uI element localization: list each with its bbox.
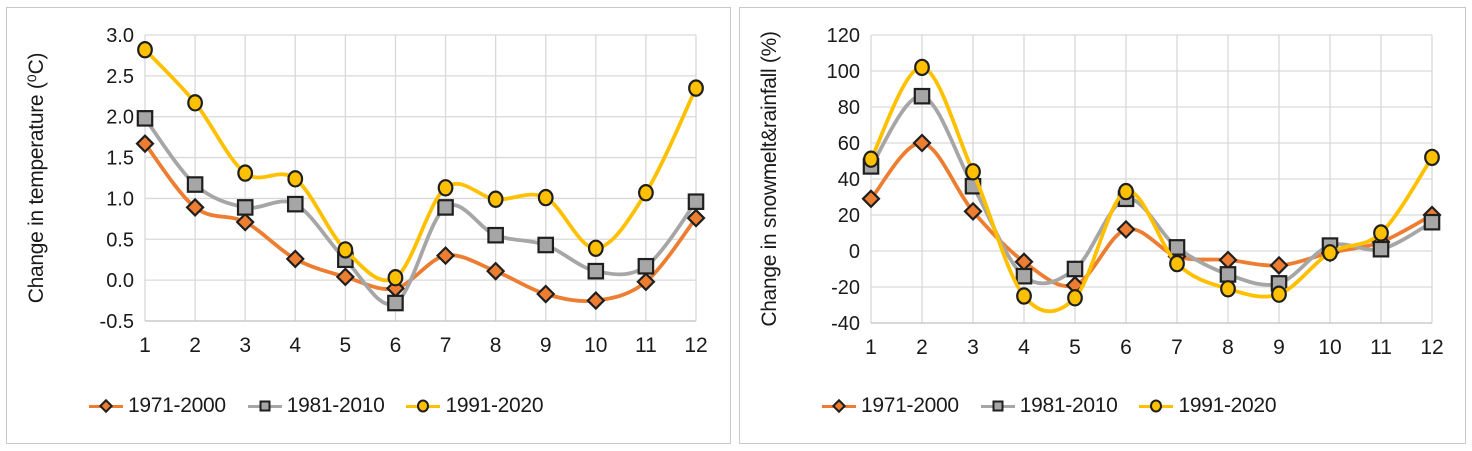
svg-text:11: 11 [1370, 336, 1392, 359]
diamond-legend-icon [822, 397, 856, 415]
svg-text:9: 9 [1273, 336, 1285, 359]
svg-text:4: 4 [1018, 336, 1030, 359]
svg-text:3: 3 [239, 334, 251, 357]
gridlines [144, 34, 697, 322]
svg-text:60: 60 [838, 133, 860, 155]
legend-item-label: 1991-2020 [1178, 394, 1277, 417]
square-legend-icon [980, 397, 1015, 415]
legend-item-1991-2020: 1991-2020 [1139, 394, 1277, 418]
svg-text:7: 7 [1171, 336, 1183, 359]
svg-text:9: 9 [540, 334, 552, 357]
svg-text:1.0: 1.0 [106, 188, 134, 210]
svg-text:7: 7 [440, 334, 452, 357]
series-markers-1991-2020 [137, 41, 704, 287]
svg-text:40: 40 [838, 169, 860, 191]
svg-text:3.0: 3.0 [106, 25, 134, 47]
legend-snowmelt: 1971-2000 1981-2010 1991-2020 [822, 394, 1322, 418]
svg-text:2.5: 2.5 [106, 66, 134, 88]
svg-text:0.0: 0.0 [106, 270, 134, 292]
svg-text:6: 6 [390, 334, 402, 357]
svg-text:100: 100 [827, 61, 860, 83]
series-markers-1981-2010 [136, 110, 705, 312]
series-markers-1991-2020 [863, 58, 1440, 307]
temperature-chart-panel: Change in temperature (⁰C) 3.0 2.5 2.0 1.5 1… [6, 7, 731, 444]
temperature-chart: 3.02.52.01.51.00.50.0-0.51 2 3 4 5 6 7 8 9 10 11 12 [100, 25, 708, 357]
legend-item-1981-2010: 1981-2010 [247, 394, 385, 418]
circle-legend-icon [1139, 397, 1174, 415]
svg-text:8: 8 [1222, 336, 1234, 359]
square-legend-icon [247, 397, 282, 415]
svg-text:-0.5: -0.5 [100, 311, 134, 333]
legend-item-1981-2010: 1981-2010 [980, 394, 1118, 418]
legend-item-1971-2000: 1971-2000 [822, 394, 959, 418]
legend-item-label: 1981-2010 [286, 394, 385, 417]
legend-item-label: 1991-2020 [445, 394, 544, 417]
legend-item-label: 1971-2000 [128, 394, 226, 417]
svg-text:-20: -20 [831, 277, 860, 299]
series-line-1981-2010 [143, 116, 698, 307]
svg-text:1: 1 [865, 336, 877, 359]
y-tick-labels: 3.0 2.5 2.0 1.5 1.0 0.5 0.0 -0.5 [100, 25, 134, 333]
svg-text:4: 4 [289, 334, 301, 357]
svg-text:10: 10 [584, 334, 607, 357]
svg-text:8: 8 [490, 334, 502, 357]
diamond-legend-icon [89, 397, 123, 415]
legend-item-1971-2000: 1971-2000 [89, 394, 226, 418]
svg-text:12: 12 [1420, 336, 1443, 359]
svg-text:5: 5 [1069, 336, 1081, 359]
x-tick-labels: 1 2 3 4 5 6 7 8 9 10 11 12 [139, 334, 708, 357]
series-line-1991-2020 [869, 65, 1434, 314]
legend-item-label: 1971-2000 [861, 394, 959, 417]
svg-text:2: 2 [916, 336, 928, 359]
y-tick-labels: 120 100 80 60 40 20 0 -20 -40 [827, 25, 860, 335]
series-markers-1971-2000 [135, 134, 706, 311]
svg-text:0.5: 0.5 [106, 229, 134, 251]
svg-text:20: 20 [838, 205, 860, 227]
svg-text:80: 80 [838, 97, 860, 119]
svg-text:1: 1 [139, 334, 151, 357]
svg-text:3: 3 [967, 336, 979, 359]
svg-text:0: 0 [849, 241, 860, 263]
series-line-1991-2020 [143, 47, 698, 283]
legend-temperature: 1971-2000 1981-2010 1991-2020 [89, 394, 589, 418]
legend-item-label: 1981-2010 [1019, 394, 1118, 417]
circle-legend-icon [406, 397, 441, 415]
series-line-1971-2000 [143, 141, 698, 304]
svg-text:1.5: 1.5 [106, 148, 134, 170]
svg-text:-40: -40 [831, 313, 860, 335]
gridlines [870, 34, 1433, 324]
svg-text:11: 11 [635, 334, 657, 357]
svg-text:120: 120 [827, 25, 860, 47]
x-tick-labels: 1 2 3 4 5 6 7 8 9 10 11 12 [865, 336, 1444, 359]
svg-text:12: 12 [684, 334, 707, 357]
svg-text:6: 6 [1120, 336, 1132, 359]
snowmelt-chart-panel: Change in snowmelt&rainfall (%) 120 100 80… [739, 7, 1466, 444]
svg-text:2.0: 2.0 [106, 107, 134, 129]
legend-item-1991-2020: 1991-2020 [406, 394, 544, 418]
svg-text:10: 10 [1318, 336, 1341, 359]
svg-text:5: 5 [340, 334, 352, 357]
svg-text:2: 2 [189, 334, 201, 357]
series-markers-1981-2010 [862, 87, 1441, 292]
